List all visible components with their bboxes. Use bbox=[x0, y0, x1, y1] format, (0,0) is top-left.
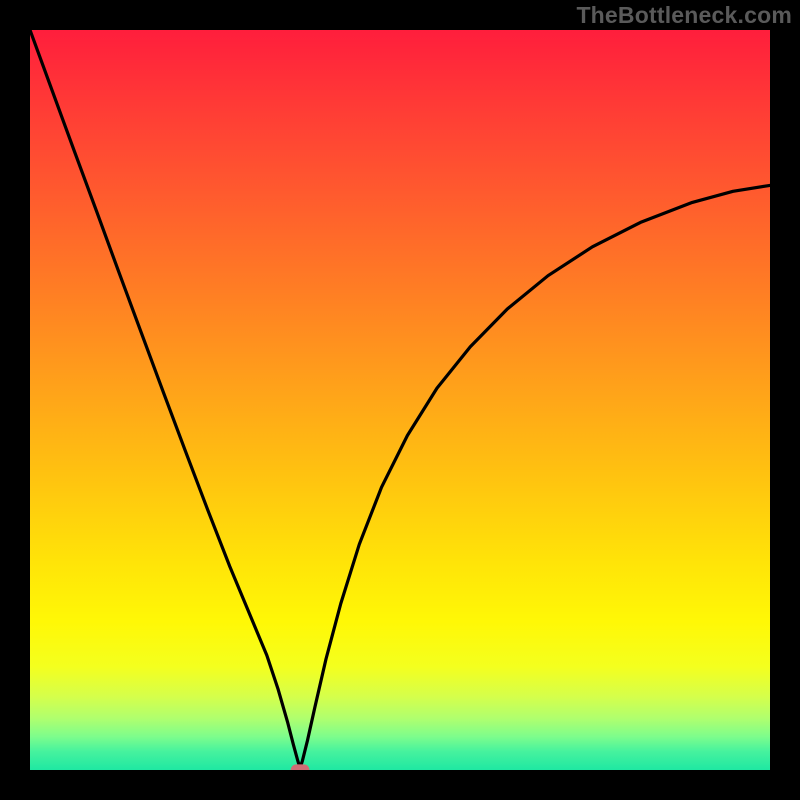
bottleneck-chart bbox=[30, 30, 770, 770]
watermark-text: TheBottleneck.com bbox=[576, 2, 792, 29]
chart-stage: TheBottleneck.com bbox=[0, 0, 800, 800]
gradient-background bbox=[30, 30, 770, 770]
min-marker bbox=[291, 765, 309, 770]
